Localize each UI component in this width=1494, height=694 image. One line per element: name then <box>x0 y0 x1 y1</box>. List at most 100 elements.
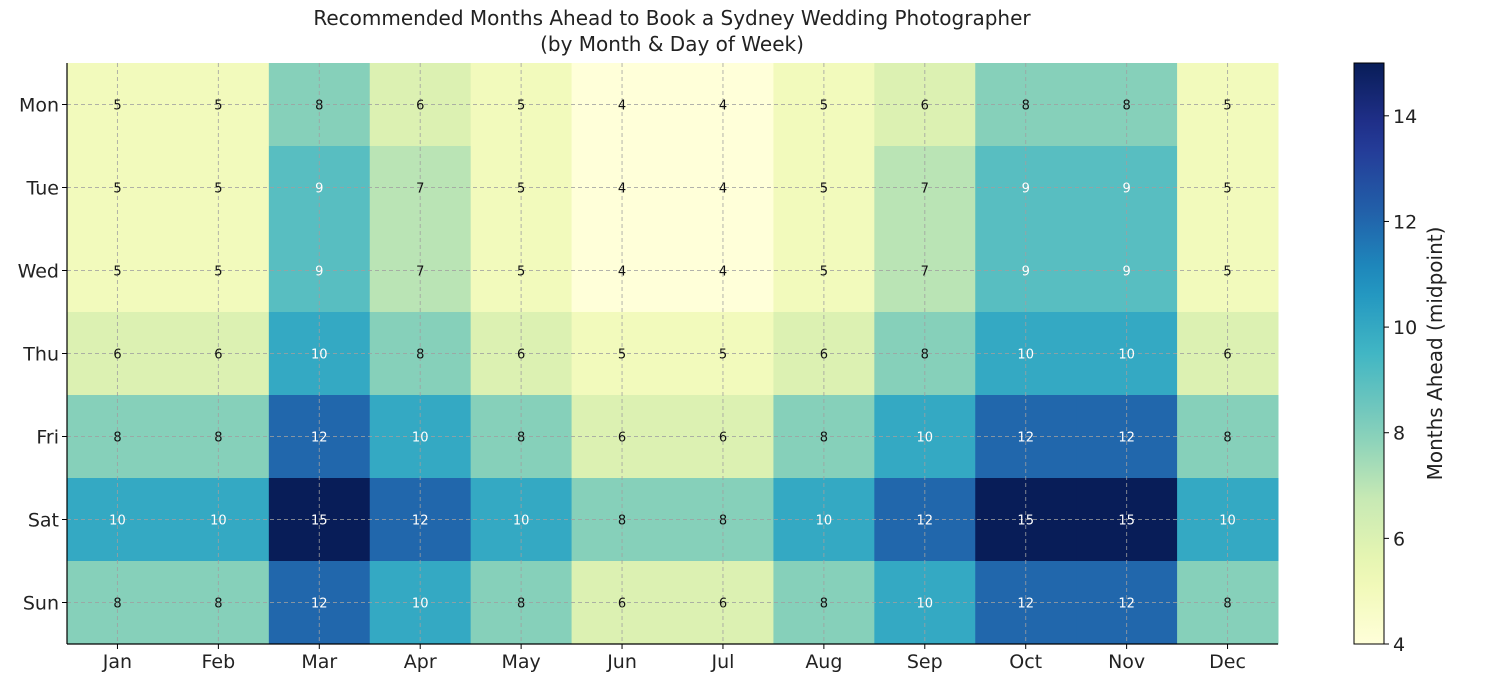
cell-value-label: 5 <box>719 348 727 363</box>
x-tick-label: Oct <box>1009 651 1042 673</box>
cell-value-label: 10 <box>1017 348 1034 363</box>
heatmap-cell <box>1177 63 1279 147</box>
x-tick-label: Dec <box>1209 651 1246 673</box>
y-tick-label: Wed <box>18 261 59 283</box>
y-tick-label: Sat <box>28 510 59 532</box>
cell-value-label: 8 <box>315 99 323 114</box>
colorbar-tick-label: 6 <box>1393 528 1405 550</box>
cell-value-label: 12 <box>917 514 934 529</box>
cell-value-label: 7 <box>416 182 424 197</box>
cell-value-label: 10 <box>109 514 126 529</box>
cell-value-label: 6 <box>214 348 222 363</box>
x-tick-label: Jul <box>710 651 734 673</box>
cell-value-label: 8 <box>1223 597 1231 612</box>
y-tick-label: Thu <box>22 344 59 366</box>
colorbar-tick-label: 10 <box>1393 317 1417 339</box>
cell-value-label: 12 <box>311 597 328 612</box>
cell-value-label: 8 <box>1022 99 1030 114</box>
cell-value-label: 5 <box>1223 182 1231 197</box>
cell-value-label: 6 <box>719 597 727 612</box>
cell-value-label: 12 <box>1017 431 1034 446</box>
x-tick-label: Feb <box>202 651 236 673</box>
x-tick-label: Aug <box>805 651 842 673</box>
x-tick-label: Sep <box>907 651 943 673</box>
cell-value-label: 4 <box>719 265 727 280</box>
cell-value-label: 5 <box>214 265 222 280</box>
cell-value-label: 12 <box>412 514 429 529</box>
y-tick-label: Mon <box>19 95 59 117</box>
cell-value-label: 8 <box>1223 431 1231 446</box>
cell-value-label: 5 <box>820 99 828 114</box>
x-tick-label: Jan <box>102 651 132 673</box>
cell-value-label: 6 <box>921 99 929 114</box>
cell-value-label: 6 <box>618 431 626 446</box>
heatmap-cell <box>672 63 774 147</box>
cell-value-label: 15 <box>1118 514 1135 529</box>
cell-value-label: 10 <box>412 431 429 446</box>
cell-value-label: 8 <box>1122 99 1130 114</box>
cell-value-label: 8 <box>820 597 828 612</box>
colorbar-tick-label: 8 <box>1393 423 1405 445</box>
chart-subtitle: (by Month & Day of Week) <box>540 32 804 56</box>
y-tick-label: Sun <box>23 593 59 615</box>
cell-value-label: 5 <box>113 182 121 197</box>
y-tick-label: Tue <box>26 178 59 200</box>
cell-value-label: 9 <box>315 182 323 197</box>
cell-value-label: 12 <box>311 431 328 446</box>
cell-value-label: 8 <box>113 431 121 446</box>
cell-value-label: 15 <box>1017 514 1034 529</box>
cell-value-label: 6 <box>1223 348 1231 363</box>
x-tick-label: Jun <box>606 651 637 673</box>
cell-value-label: 8 <box>719 514 727 529</box>
cell-value-label: 4 <box>618 99 626 114</box>
chart-title: Recommended Months Ahead to Book a Sydne… <box>313 6 1031 30</box>
cell-value-label: 6 <box>820 348 828 363</box>
cell-value-label: 7 <box>921 182 929 197</box>
cell-value-label: 12 <box>1118 431 1135 446</box>
heatmap-cell <box>1177 229 1279 313</box>
cell-value-label: 5 <box>214 182 222 197</box>
cell-value-label: 9 <box>1122 182 1130 197</box>
cell-value-label: 9 <box>1122 265 1130 280</box>
cell-value-label: 6 <box>113 348 121 363</box>
cell-value-label: 5 <box>517 99 525 114</box>
heatmap-cell <box>672 229 774 313</box>
cell-value-label: 10 <box>311 348 328 363</box>
cell-value-label: 10 <box>816 514 833 529</box>
colorbar-label: Months Ahead (midpoint) <box>1423 227 1447 481</box>
cell-value-label: 12 <box>1017 597 1034 612</box>
colorbar-tick-label: 14 <box>1393 106 1417 128</box>
colorbar <box>1353 62 1385 645</box>
cell-value-label: 10 <box>1118 348 1135 363</box>
cell-value-label: 8 <box>618 514 626 529</box>
cell-value-label: 5 <box>517 265 525 280</box>
cell-value-label: 12 <box>1118 597 1135 612</box>
cell-value-label: 5 <box>113 99 121 114</box>
colorbar-tick-label: 12 <box>1393 211 1417 233</box>
cell-value-label: 4 <box>618 265 626 280</box>
cell-value-label: 5 <box>820 265 828 280</box>
cell-value-label: 5 <box>214 99 222 114</box>
cell-value-label: 8 <box>214 597 222 612</box>
y-tick-label: Fri <box>36 427 59 449</box>
cell-value-label: 9 <box>1022 182 1030 197</box>
x-tick-label: May <box>501 651 540 673</box>
cell-value-label: 8 <box>517 597 525 612</box>
cell-value-label: 4 <box>719 99 727 114</box>
cell-value-label: 7 <box>416 265 424 280</box>
cell-value-label: 6 <box>416 99 424 114</box>
cell-value-label: 10 <box>210 514 227 529</box>
cell-value-label: 5 <box>1223 99 1231 114</box>
x-tick-label: Mar <box>301 651 337 673</box>
heatmap-cell <box>672 146 774 230</box>
colorbar-tick-label: 4 <box>1393 634 1405 656</box>
cell-value-label: 8 <box>921 348 929 363</box>
x-tick-label: Nov <box>1108 651 1145 673</box>
cell-value-label: 9 <box>1022 265 1030 280</box>
cell-value-label: 6 <box>618 597 626 612</box>
cell-value-label: 4 <box>719 182 727 197</box>
cell-value-label: 10 <box>513 514 530 529</box>
cell-value-label: 10 <box>1219 514 1236 529</box>
cell-value-label: 10 <box>917 597 934 612</box>
